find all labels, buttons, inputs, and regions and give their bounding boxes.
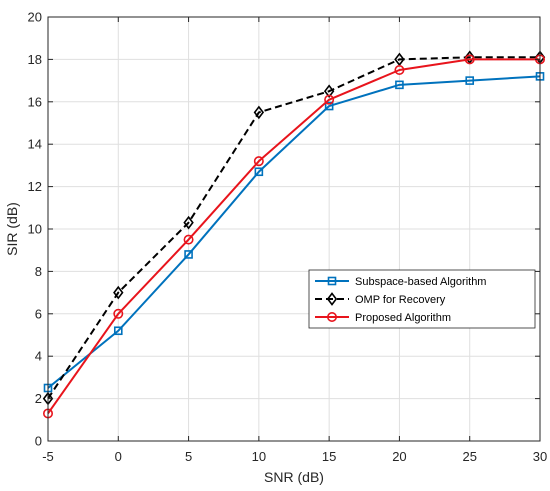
series-line — [47, 58, 540, 415]
series-3 — [42, 54, 545, 419]
data-point — [254, 167, 264, 177]
data-point — [253, 156, 264, 167]
data-point — [113, 326, 123, 336]
x-tick-label: 5 — [185, 449, 192, 464]
y-tick-label: 10 — [28, 222, 42, 237]
x-tick-label: 20 — [392, 449, 406, 464]
series-line — [47, 75, 541, 389]
y-tick-label: 8 — [35, 264, 42, 279]
legend-label: Subspace-based Algorithm — [355, 276, 486, 288]
y-tick-label: 20 — [28, 10, 42, 25]
y-tick-label: 12 — [28, 179, 42, 194]
legend-marker — [326, 292, 338, 306]
data-point — [113, 285, 124, 300]
y-axis-label: SIR (dB) — [4, 202, 20, 256]
legend-box — [308, 269, 536, 329]
data-point — [394, 65, 405, 76]
legend-item: OMP for Recovery — [315, 292, 446, 306]
legend-label: OMP for Recovery — [355, 294, 446, 306]
x-tick-label: 30 — [533, 449, 547, 464]
data-point — [465, 76, 475, 85]
y-tick-label: 6 — [35, 306, 42, 321]
data-point — [183, 215, 194, 230]
legend: Subspace-based Algorithm OMP for Recovery… — [308, 269, 536, 329]
data-point — [113, 308, 124, 319]
series-layer — [42, 50, 546, 419]
y-tick-label: 14 — [28, 137, 42, 152]
y-tick-label: 18 — [28, 52, 42, 67]
data-point — [183, 234, 194, 245]
x-tick-label: 15 — [322, 449, 336, 464]
x-tick-label: 0 — [115, 449, 122, 464]
y-tick-label: 16 — [28, 94, 42, 109]
data-point — [323, 84, 335, 99]
data-point — [324, 94, 335, 105]
series-line — [47, 56, 540, 400]
y-tick-label: 0 — [35, 434, 42, 449]
legend-marker — [327, 276, 337, 286]
x-tick-label: 10 — [252, 449, 266, 464]
legend-label: Proposed Algorithm — [355, 312, 451, 324]
data-point — [324, 101, 334, 111]
y-tick-label: 4 — [35, 349, 42, 364]
data-point — [394, 52, 405, 67]
data-point — [464, 54, 475, 65]
x-tick-label: -5 — [42, 449, 54, 464]
data-point — [253, 105, 265, 120]
data-point — [395, 80, 404, 90]
legend-item: Subspace-based Algorithm — [315, 276, 486, 288]
x-axis-label: SNR (dB) — [264, 469, 324, 485]
x-tick-label: 25 — [462, 449, 476, 464]
legend-marker — [326, 311, 337, 322]
y-tick-label: 2 — [35, 391, 42, 406]
data-point — [184, 250, 193, 259]
legend-item: Proposed Algorithm — [315, 311, 451, 324]
